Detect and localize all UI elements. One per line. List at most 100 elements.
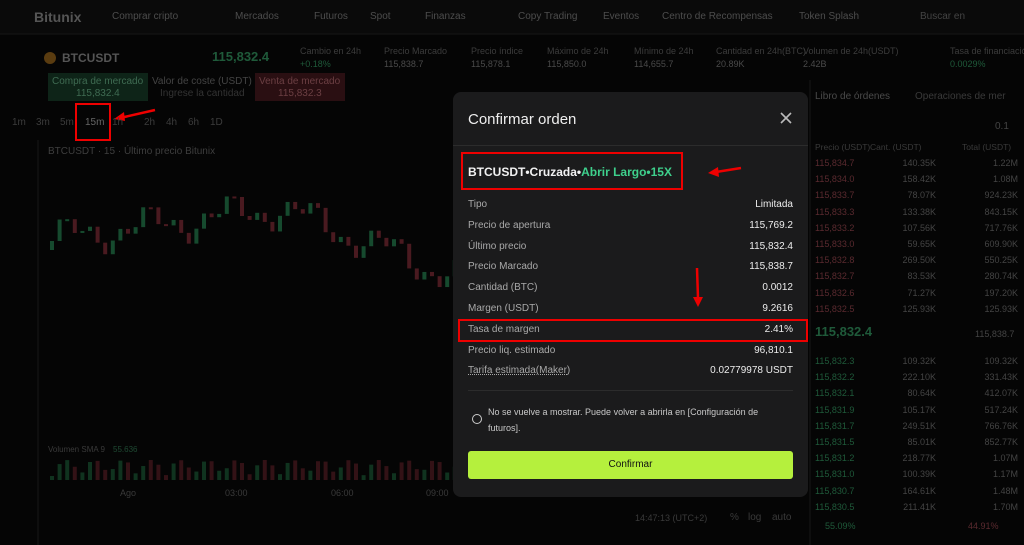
book-amount: 133.38K	[902, 206, 936, 217]
timeframe[interactable]: 3m	[36, 117, 50, 128]
volume-bar	[262, 460, 267, 480]
candle	[50, 241, 54, 250]
buy-label: Compra de mercado	[52, 76, 144, 87]
chart-control[interactable]: log	[748, 512, 762, 523]
volume-bar	[232, 460, 237, 480]
candle	[376, 230, 381, 238]
candle	[156, 207, 161, 225]
volume-bar	[300, 468, 305, 480]
candle	[346, 236, 351, 246]
candle	[285, 201, 290, 216]
leverage: 15X	[650, 165, 672, 179]
volume-bar	[133, 473, 138, 480]
book-amount: 83.53K	[907, 271, 936, 282]
volume-bar	[217, 470, 222, 480]
candle	[354, 245, 358, 258]
book-amount: 222.10K	[902, 372, 936, 383]
chart-control[interactable]: auto	[772, 512, 792, 523]
close-button[interactable]	[779, 111, 793, 125]
detail-value: 9.2616	[762, 303, 793, 314]
nav-item[interactable]: Comprar cripto	[112, 11, 179, 22]
timeframe[interactable]: 1D	[210, 117, 223, 128]
book-amount: 59.65K	[907, 239, 936, 249]
volume-bar	[240, 462, 244, 480]
tab[interactable]: Libro de órdenes	[815, 91, 891, 102]
column-header: Precio (USDT)	[815, 142, 871, 152]
nav-item[interactable]: Finanzas	[425, 11, 466, 22]
nav-item[interactable]: Token Splash	[799, 11, 860, 22]
timeframe[interactable]: 15m	[85, 117, 105, 128]
checkbox[interactable]	[471, 413, 483, 425]
volume-bar	[437, 462, 442, 480]
stat-value: 20.89K	[716, 59, 745, 69]
book-total: 717.76K	[984, 222, 1018, 233]
nav-item[interactable]: Eventos	[603, 11, 640, 22]
book-price: 115,834.0	[815, 174, 855, 185]
candle	[57, 219, 62, 241]
volume-bar	[323, 461, 328, 480]
stat-label: Máximo de 24h	[547, 46, 609, 56]
buy-ratio: 55.09%	[825, 521, 856, 531]
top-bar	[0, 0, 1024, 34]
dialog-title: Confirmar orden	[468, 111, 577, 128]
volume-bar	[422, 469, 427, 480]
arrow	[119, 108, 156, 120]
book-amount: 71.27K	[907, 287, 936, 298]
nav-item[interactable]: Centro de Recompensas	[662, 11, 773, 22]
precision: 0.1	[995, 121, 1009, 132]
volume-bar	[255, 465, 260, 480]
candle	[422, 271, 427, 280]
volume-bar	[95, 460, 100, 480]
coin-icon	[44, 52, 56, 64]
book-price: 115,831.9	[815, 404, 855, 415]
volume-bar	[338, 467, 343, 480]
volume-bar	[376, 460, 381, 480]
book-total: 766.76K	[984, 420, 1018, 431]
sell-box	[255, 73, 345, 101]
search: Buscar en	[920, 11, 966, 22]
timeframe[interactable]: 4h	[166, 117, 178, 128]
candle	[171, 219, 176, 226]
volume-bar	[270, 465, 275, 480]
candle	[361, 246, 366, 258]
candle	[399, 239, 404, 244]
volume-value: 55.636	[113, 445, 138, 454]
book-price: 115,832.8	[815, 255, 855, 266]
candle	[103, 242, 108, 255]
nav-item[interactable]: Spot	[370, 11, 391, 22]
volume-bar	[179, 460, 184, 480]
confirm-button[interactable]: Confirmar	[468, 451, 793, 479]
logo: Bitunix	[34, 9, 82, 25]
volume-bar	[164, 475, 168, 480]
volume-bar	[331, 471, 336, 480]
detail-label: Tasa de margen	[468, 323, 540, 335]
timeframe[interactable]: 1h	[112, 117, 124, 128]
dont-show-text: No se vuelve a mostrar. Puede volver a a…	[488, 407, 759, 433]
tab[interactable]: Operaciones de mer	[915, 91, 1006, 102]
timeframe[interactable]: 5m	[60, 117, 74, 128]
detail-value: 115,832.4	[749, 240, 793, 252]
stat-label: Cambio en 24h	[300, 46, 362, 56]
volume-bar	[369, 464, 374, 480]
timeframe[interactable]: 2h	[144, 117, 156, 128]
nav-item[interactable]: Copy Trading	[518, 11, 578, 22]
highlight-box	[458, 319, 808, 342]
timeframe[interactable]: 1m	[12, 117, 26, 128]
column-header: Cant. (USDT)	[870, 142, 922, 152]
volume-bar	[118, 460, 123, 480]
candle	[209, 213, 214, 218]
nav-item[interactable]: Mercados	[235, 11, 279, 22]
candle	[369, 230, 374, 247]
book-price: 115,831.7	[815, 420, 855, 431]
candle	[95, 226, 100, 243]
book-total: 280.74K	[984, 271, 1018, 282]
timeframe[interactable]: 6h	[188, 117, 200, 128]
book-total: 924.23K	[984, 190, 1018, 201]
volume-bar	[445, 472, 450, 480]
book-price: 115,834.7	[815, 158, 855, 168]
chart-title: BTCUSDT · 15 · Último precio Bitunix	[48, 146, 216, 157]
chart-control[interactable]: %	[730, 512, 739, 523]
candle	[437, 276, 442, 288]
nav-item[interactable]: Futuros	[314, 11, 348, 22]
volume-bar	[285, 462, 290, 480]
